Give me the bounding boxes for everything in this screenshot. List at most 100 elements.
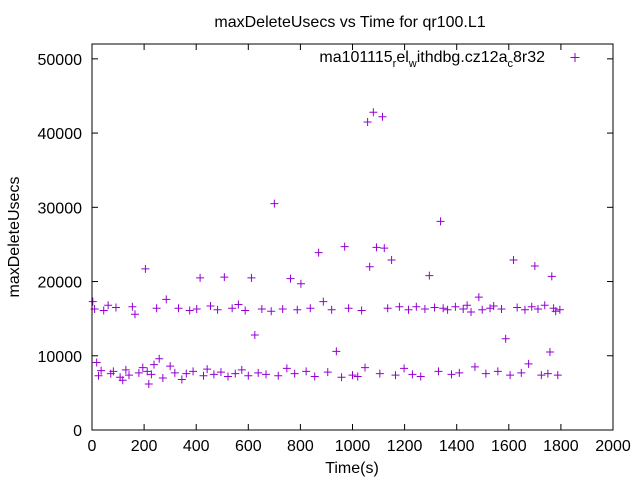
x-tick-label: 1000 [335,438,371,455]
chart-title: maxDeleteUsecs vs Time for qr100.L1 [214,14,485,31]
data-point [310,372,319,381]
data-point [436,217,445,226]
data-point [182,369,191,378]
data-point [323,368,332,377]
x-tick-label: 1200 [387,438,423,455]
data-point [177,375,186,384]
data-point [357,306,366,315]
data-point [501,334,510,343]
data-point [286,274,295,283]
x-tick-label: 1600 [491,438,527,455]
data-point [306,304,315,313]
data-point [267,307,276,316]
y-tick-label: 50000 [38,52,83,69]
data-point [489,302,498,311]
data-point [363,117,372,126]
data-point [513,303,522,312]
data-point [143,367,152,376]
y-tick-label: 20000 [38,275,83,292]
data-point [337,373,346,382]
data-point [97,366,106,375]
data-point [237,365,246,374]
data-point [282,364,291,373]
data-point [199,371,208,380]
data-point [149,360,158,369]
data-point [216,368,225,377]
data-point [332,347,341,356]
data-point [391,371,400,380]
data-point [443,305,452,314]
data-point [555,305,564,314]
y-axis-label: maxDeleteUsecs [6,177,23,298]
data-point [420,305,429,314]
data-point [348,371,357,380]
data-point [369,108,378,117]
data-point [234,300,243,309]
data-point [455,368,464,377]
legend-label: ma101115relwithdbg.cz12ac8r32 [319,49,545,70]
data-point [121,365,130,374]
data-point [506,371,515,380]
x-tick-label: 1800 [543,438,579,455]
data-point [344,304,353,313]
data-point [290,369,299,378]
data-point [474,293,483,302]
data-point [138,363,147,372]
data-point [470,362,479,371]
data-point [213,305,222,314]
data-point [130,310,139,319]
data-point [241,306,250,315]
data-point [520,305,529,314]
data-point [274,371,283,380]
data-point [387,256,396,265]
data-point [257,305,266,314]
data-point [425,271,434,280]
data-point [481,369,490,378]
data-point [378,112,387,121]
data-point [231,369,240,378]
data-point [395,302,404,311]
data-point [250,330,259,339]
data-point [166,362,175,371]
data-point [447,370,456,379]
data-point [111,303,120,312]
data-point [302,367,311,376]
data-point [547,272,556,281]
data-point [162,295,171,304]
data-point [327,305,336,314]
data-point [128,302,137,311]
data-point [524,359,533,368]
data-point [540,301,549,310]
data-point [278,305,287,314]
data-point [99,306,108,315]
data-point [412,302,421,311]
data-point [353,372,362,381]
data-point [375,369,384,378]
data-point [463,301,472,310]
data-point [543,369,552,378]
data-point [553,371,562,380]
data-point [228,304,237,313]
data-point [209,370,218,379]
data-point [517,368,526,377]
data-point [170,368,179,377]
data-point [174,304,183,313]
x-tick-label: 400 [183,438,210,455]
data-point [144,379,153,388]
data-point [365,262,374,271]
data-point [220,273,229,282]
data-point [459,305,468,314]
data-point [361,363,370,372]
data-point [439,304,448,313]
legend: ma101115relwithdbg.cz12ac8r32 [319,49,580,70]
data-point [104,301,113,310]
data-point [383,304,392,313]
y-tick-label: 40000 [38,126,83,143]
data-point [380,244,389,253]
data-point [434,367,443,376]
data-points [88,108,564,388]
data-point [152,304,161,313]
data-point [203,365,212,374]
